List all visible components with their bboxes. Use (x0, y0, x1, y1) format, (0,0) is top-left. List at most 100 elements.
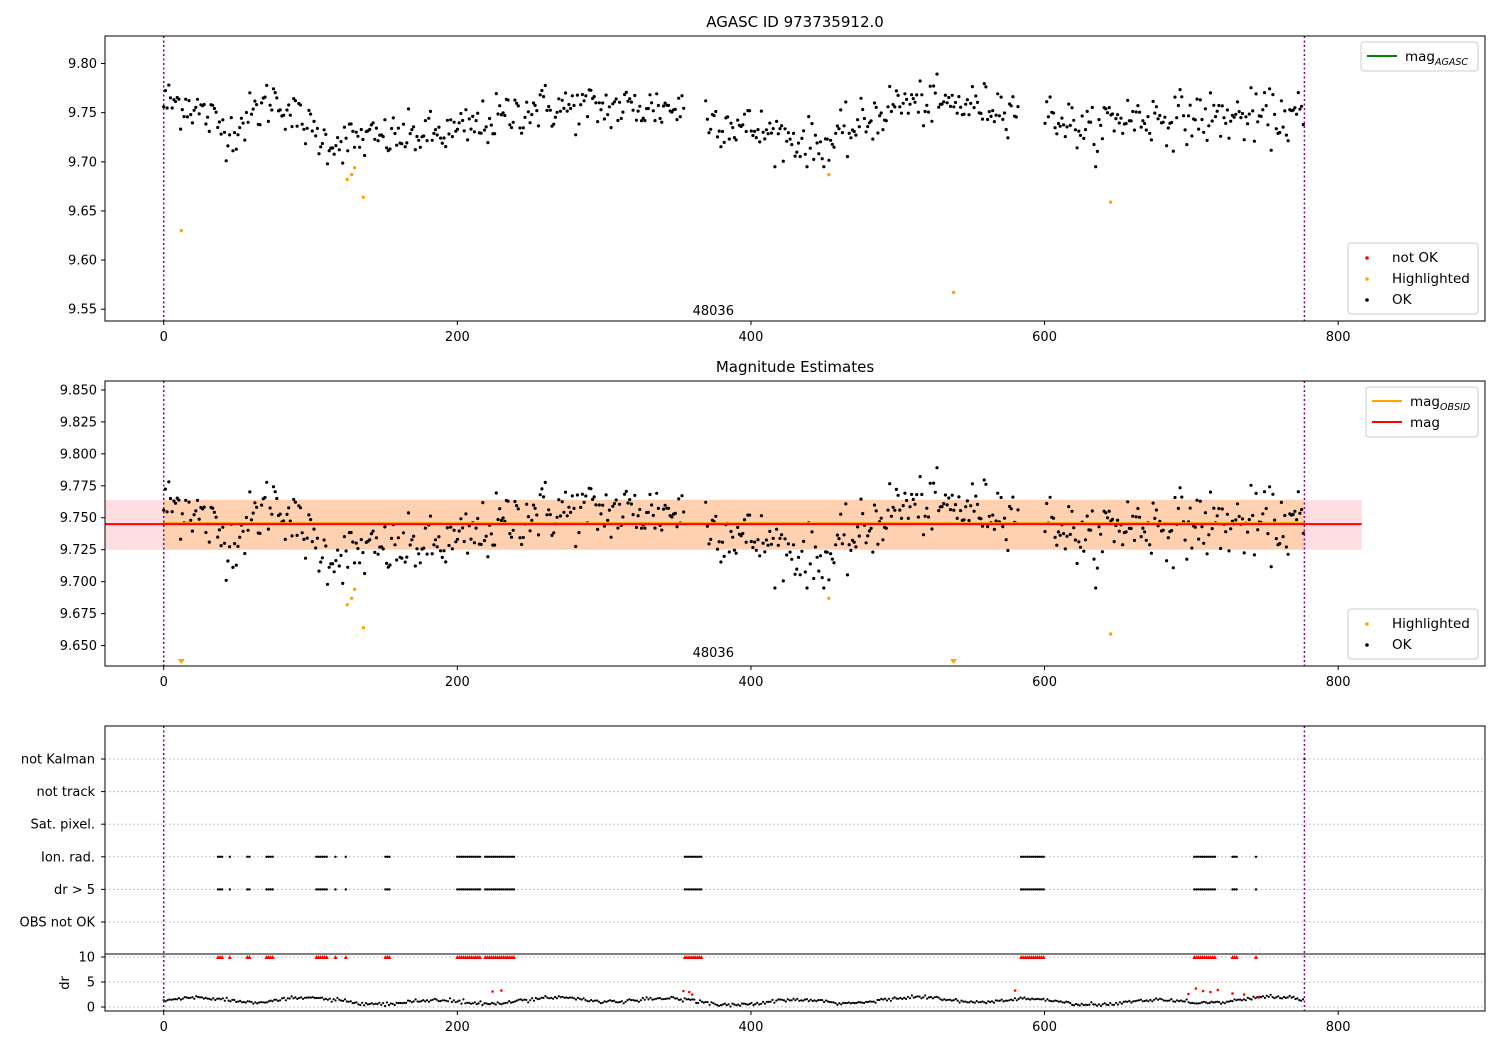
dr-point (1000, 998, 1003, 1001)
dr-point (866, 1000, 870, 1004)
ok-point (680, 494, 684, 498)
ok-point (486, 141, 490, 145)
dr-point (939, 998, 942, 1001)
ok-point (798, 154, 802, 159)
ok-point (336, 548, 340, 552)
dr-point (664, 997, 667, 1001)
dr-point (275, 998, 278, 1001)
dr-point (595, 999, 599, 1002)
dr-point (387, 1003, 390, 1007)
ok-point (298, 506, 303, 510)
ok-point (1043, 530, 1047, 534)
ok-point (908, 505, 912, 509)
dr-point (1095, 1004, 1099, 1007)
ok-point (891, 103, 895, 107)
ok-point (1126, 500, 1130, 504)
ok-point (488, 116, 492, 121)
ok-point (494, 491, 498, 495)
ok-point (515, 504, 519, 508)
ok-point (1284, 133, 1288, 137)
flag-row-label: Sat. pixel. (31, 818, 95, 833)
ok-point (1136, 104, 1140, 108)
ok-point (518, 536, 522, 540)
ok-point (616, 118, 620, 123)
ok-point (270, 108, 274, 112)
dr-gt-5-flag-point (1207, 888, 1210, 891)
ok-point (872, 101, 877, 105)
ok-point (319, 145, 323, 149)
dr-point (828, 1000, 831, 1004)
ok-point (756, 128, 760, 132)
ok-point (1183, 128, 1187, 132)
ok-point (680, 94, 684, 98)
dr-point (1168, 999, 1171, 1002)
ok-point (842, 533, 846, 537)
dr-point (426, 999, 429, 1002)
dr-point (376, 1002, 379, 1006)
ok-point (1124, 530, 1128, 534)
dr-point (397, 1002, 400, 1005)
dr-point (523, 998, 526, 1001)
ok-point (1082, 549, 1086, 553)
dr-point (450, 1000, 453, 1004)
ok-point (1274, 127, 1278, 131)
ok-point (643, 119, 647, 123)
dr-gt-5-flag-point (510, 888, 514, 891)
ok-point (1166, 536, 1170, 540)
dr-point (679, 998, 683, 1001)
ok-point (764, 538, 769, 542)
ok-point (898, 105, 902, 109)
ok-point (1112, 129, 1116, 133)
dr-point (849, 1002, 852, 1005)
dr-point (504, 1001, 507, 1005)
dr-point (796, 997, 799, 1001)
ion-rad-flag-point (321, 855, 324, 858)
ion-rad-flag-point (687, 855, 691, 858)
ok-point (415, 547, 419, 551)
dr-point (1172, 1000, 1175, 1003)
ok-point (996, 92, 1000, 96)
ok-point (577, 531, 581, 535)
ok-point (520, 131, 524, 135)
ok-point (974, 94, 978, 98)
ok-point (926, 110, 931, 114)
ok-point (501, 111, 505, 115)
ok-point (878, 114, 882, 118)
ok-point (717, 129, 721, 133)
dr-point (1017, 997, 1020, 1001)
ok-point (594, 503, 598, 507)
dr-point (227, 999, 230, 1002)
dr-point (1141, 1000, 1144, 1003)
ok-point (395, 558, 399, 562)
ion-rad-flag-point (478, 855, 482, 858)
ok-point (450, 135, 454, 139)
dr-point (872, 1000, 875, 1003)
dr-point (456, 1000, 459, 1003)
dr-point (952, 999, 955, 1002)
ok-point (834, 131, 838, 135)
ok-point (771, 127, 775, 131)
dr-point (1271, 996, 1274, 999)
dr-point (345, 1000, 348, 1003)
ok-point (305, 126, 309, 130)
dr-point (433, 997, 436, 1000)
dr-point (298, 996, 301, 1000)
dr-point (567, 996, 570, 1000)
dr-point (1105, 1003, 1108, 1006)
ok-point (889, 109, 894, 114)
ok-point (886, 105, 890, 109)
dr-point (611, 1000, 614, 1003)
ok-point (368, 538, 372, 542)
ok-point (530, 518, 534, 522)
ok-point (871, 137, 875, 141)
ok-point (1149, 138, 1153, 142)
dr-point (926, 997, 929, 1000)
ok-point (666, 506, 671, 510)
ok-point (489, 123, 493, 127)
ok-point (764, 128, 769, 132)
ok-point (455, 127, 460, 131)
ok-point (547, 104, 551, 109)
ok-point (813, 133, 818, 137)
ok-point (1262, 490, 1267, 494)
ok-point (408, 543, 412, 547)
